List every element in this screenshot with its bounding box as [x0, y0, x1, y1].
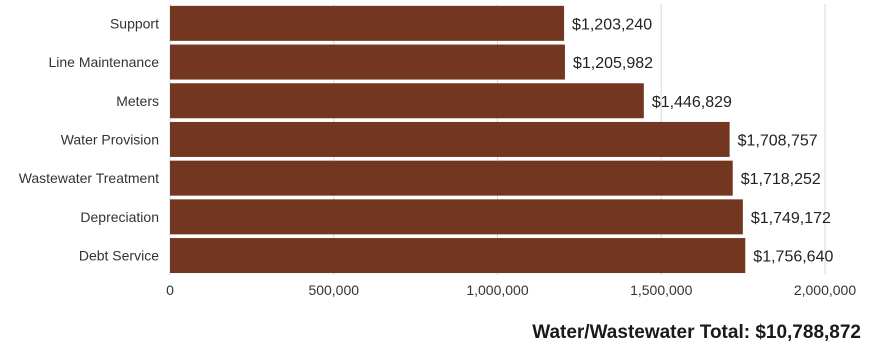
data-label: $1,446,829: [652, 94, 732, 111]
data-label: $1,203,240: [572, 16, 652, 33]
x-tick-label: 500,000: [308, 282, 359, 298]
data-label: $1,749,172: [751, 210, 831, 227]
category-labels: Support Line Maintenance Meters Water Provi…: [19, 15, 160, 263]
data-label: $1,708,757: [738, 132, 818, 149]
x-tick-label: 1,500,000: [630, 282, 692, 298]
bar: [170, 121, 730, 157]
category-label: Water Provision: [61, 131, 159, 147]
x-tick-label: 1,000,000: [466, 282, 528, 298]
category-label: Meters: [116, 93, 159, 109]
bar: [170, 83, 644, 119]
x-tick-label: 0: [166, 282, 174, 298]
x-tick-label: 2,000,000: [794, 282, 856, 298]
bar: [170, 199, 743, 235]
bar: [170, 160, 733, 196]
category-label: Depreciation: [80, 209, 159, 225]
bar: [170, 44, 565, 80]
x-tick-labels: 0 500,000 1,000,000 1,500,000 2,000,000: [166, 282, 856, 298]
total-label: Water/Wastewater Total: $10,788,872: [532, 322, 861, 343]
category-label: Support: [110, 15, 159, 31]
data-label: $1,205,982: [573, 55, 653, 72]
category-label: Wastewater Treatment: [19, 170, 159, 186]
category-label: Debt Service: [79, 248, 159, 264]
data-label: $1,756,640: [753, 249, 833, 266]
value-labels: $1,203,240 $1,205,982 $1,446,829 $1,708,757…: [572, 16, 833, 265]
bars: [170, 5, 746, 274]
bar: [170, 5, 565, 41]
category-label: Line Maintenance: [48, 54, 159, 70]
data-label: $1,718,252: [741, 171, 821, 188]
bar: [170, 238, 746, 274]
